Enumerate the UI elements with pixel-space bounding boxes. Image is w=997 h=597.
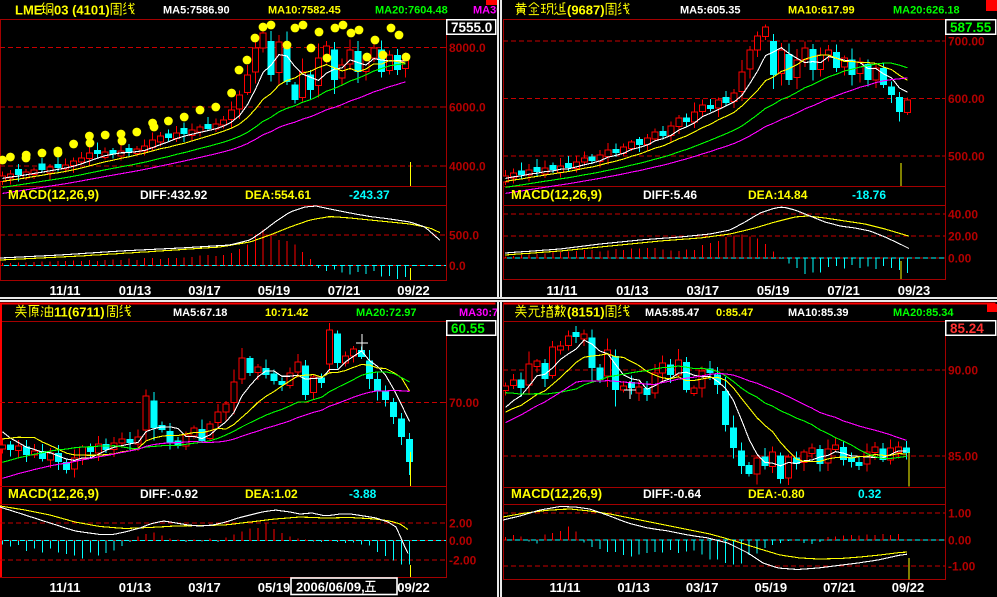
- svg-text:70.00: 70.00: [449, 396, 479, 410]
- svg-text:03 (4101): 03 (4101): [54, 2, 110, 17]
- svg-text:-1.00: -1.00: [948, 560, 976, 574]
- svg-text:05/19: 05/19: [757, 283, 790, 297]
- svg-text:DIFF:5.46: DIFF:5.46: [643, 188, 697, 202]
- svg-text:MA20:626.18: MA20:626.18: [893, 5, 960, 17]
- svg-text:07/21: 07/21: [827, 283, 860, 297]
- svg-text:700.00: 700.00: [948, 35, 985, 49]
- svg-text:-243.37: -243.37: [349, 188, 390, 202]
- svg-text:2006/06/09,: 2006/06/09,: [296, 580, 365, 595]
- svg-text:500.00: 500.00: [948, 150, 985, 164]
- svg-text:MA10:7582.45: MA10:7582.45: [268, 5, 341, 17]
- svg-text:MA5:605.35: MA5:605.35: [680, 5, 741, 17]
- svg-text:0.00: 0.00: [449, 534, 473, 548]
- svg-text:DIFF:-0.92: DIFF:-0.92: [140, 487, 198, 501]
- svg-text:01/13: 01/13: [617, 580, 650, 595]
- svg-text:0.00: 0.00: [948, 252, 972, 266]
- svg-text:01/13: 01/13: [119, 283, 152, 297]
- svg-text:MACD(12,26,9): MACD(12,26,9): [511, 187, 602, 202]
- svg-text:0.32: 0.32: [858, 487, 882, 501]
- svg-text:DEA:1.02: DEA:1.02: [245, 487, 298, 501]
- svg-text:03/17: 03/17: [188, 283, 221, 297]
- svg-text:05/19: 05/19: [755, 580, 788, 595]
- svg-text:(9687): (9687): [567, 2, 605, 17]
- svg-text:0.00: 0.00: [948, 534, 972, 548]
- svg-text:8000.0: 8000.0: [449, 41, 486, 55]
- svg-text:6000.0: 6000.0: [449, 101, 486, 115]
- svg-text:MA20:72.97: MA20:72.97: [356, 307, 417, 319]
- svg-text:LME: LME: [15, 2, 43, 17]
- svg-text:10:71.42: 10:71.42: [265, 307, 308, 319]
- svg-text:587.55: 587.55: [950, 20, 992, 35]
- svg-text:600.00: 600.00: [948, 92, 985, 106]
- svg-text:7555.0: 7555.0: [451, 20, 492, 35]
- svg-text:DEA:-0.80: DEA:-0.80: [748, 487, 805, 501]
- svg-text:(8151): (8151): [567, 305, 605, 320]
- svg-text:MA10:85.39: MA10:85.39: [788, 307, 849, 319]
- svg-text:1.00: 1.00: [948, 507, 972, 521]
- svg-text:09/22: 09/22: [892, 580, 925, 595]
- svg-text:11/11: 11/11: [49, 580, 80, 595]
- svg-text:20.00: 20.00: [948, 230, 978, 244]
- svg-text:MA20:7604.48: MA20:7604.48: [375, 5, 448, 17]
- svg-text:MA5:7586.90: MA5:7586.90: [163, 5, 230, 17]
- svg-text:05/19: 05/19: [258, 580, 291, 595]
- svg-text:4000.0: 4000.0: [449, 160, 486, 174]
- svg-text:85.00: 85.00: [948, 450, 978, 464]
- svg-text:MA30:761: MA30:761: [473, 5, 497, 17]
- svg-text:07/21: 07/21: [328, 283, 361, 297]
- svg-text:DEA:14.84: DEA:14.84: [748, 188, 808, 202]
- svg-text:-2.00: -2.00: [449, 554, 477, 568]
- svg-text:09/22: 09/22: [397, 580, 430, 595]
- svg-text:03/17: 03/17: [686, 580, 719, 595]
- svg-text:DEA:554.61: DEA:554.61: [245, 188, 311, 202]
- svg-text:03/17: 03/17: [188, 580, 221, 595]
- svg-text:09/23: 09/23: [898, 283, 931, 297]
- svg-text:500.0: 500.0: [449, 229, 479, 243]
- svg-text:-18.76: -18.76: [852, 188, 886, 202]
- svg-text:0.0: 0.0: [449, 259, 466, 273]
- svg-text:07/21: 07/21: [823, 580, 856, 595]
- svg-text:11/11: 11/11: [549, 580, 580, 595]
- svg-text:40.00: 40.00: [948, 208, 978, 222]
- svg-text:90.00: 90.00: [948, 364, 978, 378]
- svg-text:MA10:617.99: MA10:617.99: [788, 5, 855, 17]
- svg-text:03/17: 03/17: [687, 283, 720, 297]
- svg-text:MA20:85.34: MA20:85.34: [893, 307, 954, 319]
- svg-text:DIFF:-0.64: DIFF:-0.64: [643, 487, 701, 501]
- svg-text:MA30:7: MA30:7: [459, 307, 497, 319]
- svg-text:85.24: 85.24: [950, 321, 984, 336]
- svg-text:MACD(12,26,9): MACD(12,26,9): [8, 187, 99, 202]
- svg-text:01/13: 01/13: [119, 580, 152, 595]
- svg-text:-3.88: -3.88: [349, 487, 377, 501]
- svg-text:0:85.47: 0:85.47: [716, 307, 753, 319]
- svg-text:11(6711): 11(6711): [54, 305, 105, 320]
- svg-text:01/13: 01/13: [616, 283, 649, 297]
- svg-text:MACD(12,26,9): MACD(12,26,9): [8, 486, 99, 501]
- svg-text:DIFF:432.92: DIFF:432.92: [140, 188, 208, 202]
- svg-text:60.55: 60.55: [451, 321, 485, 336]
- svg-text:MA5:85.47: MA5:85.47: [645, 307, 699, 319]
- svg-text:11/11: 11/11: [49, 283, 80, 297]
- svg-text:09/22: 09/22: [397, 283, 430, 297]
- svg-text:11/11: 11/11: [546, 283, 577, 297]
- svg-text:MA5:67.18: MA5:67.18: [173, 307, 227, 319]
- svg-text:05/19: 05/19: [258, 283, 291, 297]
- svg-text:MACD(12,26,9): MACD(12,26,9): [511, 486, 602, 501]
- svg-text:2.00: 2.00: [449, 517, 473, 531]
